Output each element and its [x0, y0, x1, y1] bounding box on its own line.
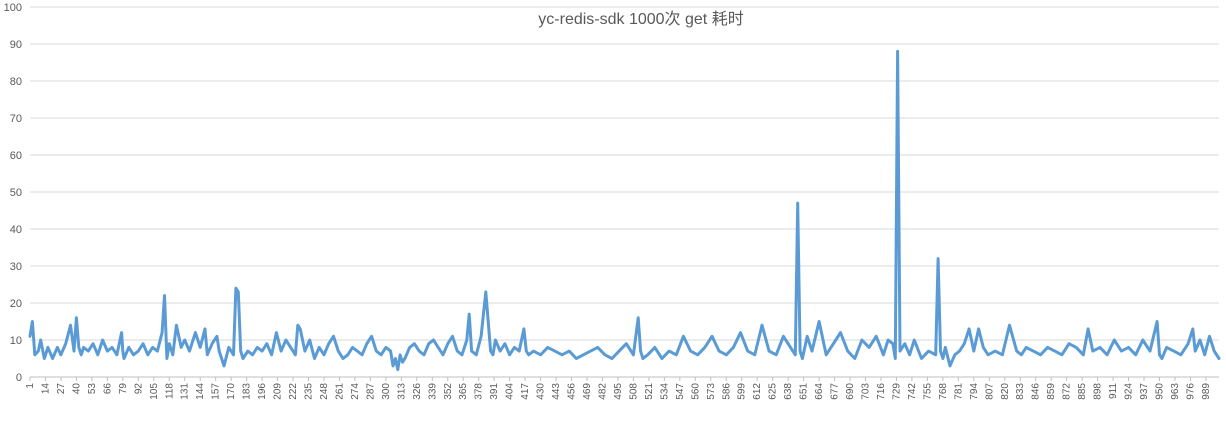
y-tick-label: 80 [10, 76, 22, 88]
x-tick-label: 196 [257, 383, 268, 400]
x-tick-label: 443 [551, 383, 562, 400]
x-tick-label: 755 [922, 383, 933, 400]
x-axis: 1 14 27 40 53 66 79 92 105 118 131 144 157 170 183 196 2… [25, 377, 1212, 400]
x-tick-label: 716 [876, 383, 887, 400]
x-tick-label: 768 [938, 383, 949, 400]
x-tick-label: 742 [907, 383, 918, 400]
y-tick-label: 60 [10, 150, 22, 162]
x-tick-label: 326 [412, 383, 423, 400]
y-tick-label: 70 [10, 113, 22, 125]
x-tick-label: 53 [87, 383, 98, 395]
x-tick-label: 287 [365, 383, 376, 400]
x-tick-label: 365 [458, 383, 469, 400]
x-tick-label: 378 [474, 383, 485, 400]
x-tick-label: 833 [1015, 383, 1026, 400]
x-tick-label: 1 [25, 383, 36, 389]
x-tick-label: 547 [675, 383, 686, 400]
x-tick-label: 573 [706, 383, 717, 400]
y-tick-label: 10 [10, 335, 22, 347]
x-tick-label: 898 [1093, 383, 1104, 400]
x-tick-label: 300 [381, 383, 392, 400]
x-tick-label: 625 [768, 383, 779, 400]
x-tick-label: 703 [861, 383, 872, 400]
y-tick-label: 30 [10, 261, 22, 273]
x-tick-label: 404 [505, 383, 516, 400]
x-tick-label: 183 [242, 383, 253, 400]
x-tick-label: 235 [304, 383, 315, 400]
y-tick-label: 50 [10, 187, 22, 199]
x-tick-label: 963 [1170, 383, 1181, 400]
y-tick-label: 100 [4, 2, 22, 14]
x-tick-label: 27 [56, 383, 67, 395]
y-tick-label: 20 [10, 298, 22, 310]
x-tick-label: 391 [489, 383, 500, 400]
x-tick-label: 495 [613, 383, 624, 400]
x-tick-label: 352 [443, 383, 454, 400]
x-tick-label: 144 [195, 383, 206, 400]
x-tick-label: 976 [1185, 383, 1196, 400]
x-tick-label: 859 [1046, 383, 1057, 400]
x-tick-label: 586 [721, 383, 732, 400]
y-tick-label: 0 [16, 372, 22, 384]
x-tick-label: 131 [180, 383, 191, 400]
x-tick-label: 482 [597, 383, 608, 400]
x-tick-label: 469 [582, 383, 593, 400]
x-tick-label: 846 [1031, 383, 1042, 400]
x-tick-label: 118 [164, 383, 175, 399]
x-tick-label: 170 [226, 383, 237, 400]
x-tick-label: 417 [520, 383, 531, 400]
x-tick-label: 937 [1139, 383, 1150, 400]
x-tick-label: 222 [288, 383, 299, 400]
x-tick-label: 729 [891, 383, 902, 400]
chart-title: yc-redis-sdk 1000次 get 耗时 [538, 10, 743, 28]
series-layer [28, 49, 1221, 372]
x-tick-label: 807 [984, 383, 995, 400]
x-tick-label: 599 [737, 383, 748, 400]
x-tick-label: 339 [427, 383, 438, 400]
x-tick-label: 989 [1201, 383, 1212, 400]
x-tick-label: 209 [273, 383, 284, 400]
x-tick-label: 508 [628, 383, 639, 400]
x-tick-label: 92 [133, 383, 144, 395]
x-tick-label: 794 [969, 383, 980, 400]
x-tick-label: 261 [334, 383, 345, 400]
x-tick-label: 885 [1077, 383, 1088, 400]
x-tick-label: 534 [659, 383, 670, 400]
x-tick-label: 105 [149, 383, 160, 400]
x-tick-label: 274 [350, 383, 361, 400]
x-tick-label: 79 [118, 383, 129, 395]
x-tick-label: 14 [40, 383, 51, 395]
y-tick-label: 40 [10, 224, 22, 236]
x-tick-label: 560 [690, 383, 701, 400]
x-tick-label: 690 [845, 383, 856, 400]
x-tick-label: 157 [211, 383, 222, 400]
x-tick-label: 638 [783, 383, 794, 400]
y-axis: 0 10 20 30 40 50 60 70 80 90 100 [4, 2, 22, 384]
x-tick-label: 612 [752, 383, 763, 400]
x-tick-label: 66 [102, 383, 113, 395]
x-tick-label: 40 [71, 383, 82, 395]
x-tick-label: 248 [319, 383, 330, 400]
x-tick-label: 781 [953, 383, 964, 400]
x-tick-label: 521 [644, 383, 655, 400]
x-tick-label: 430 [536, 383, 547, 400]
x-tick-label: 313 [396, 383, 407, 400]
x-tick-label: 950 [1154, 383, 1165, 400]
latency-series-line [28, 49, 1221, 372]
gridlines [30, 6, 1219, 378]
y-tick-label: 90 [10, 39, 22, 51]
x-tick-label: 651 [799, 383, 810, 400]
x-tick-label: 456 [567, 383, 578, 400]
x-tick-label: 911 [1108, 383, 1119, 399]
x-tick-label: 872 [1062, 383, 1073, 400]
x-tick-label: 677 [830, 383, 841, 400]
x-tick-label: 820 [1000, 383, 1011, 400]
x-tick-label: 664 [814, 383, 825, 400]
x-tick-label: 924 [1124, 383, 1135, 400]
